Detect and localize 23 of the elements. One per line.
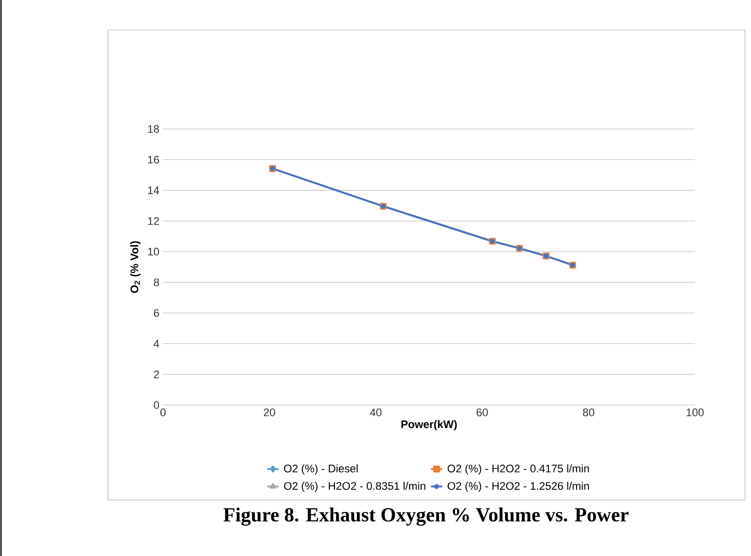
x-tick-label: 80 xyxy=(582,408,594,416)
legend-label: O2 (%) - H2O2 - 0.4175 l/min xyxy=(448,464,589,475)
x-tick-label: 40 xyxy=(370,408,382,416)
legend-label: O2 (%) - Diesel xyxy=(284,464,358,475)
y-tick-label: 18 xyxy=(148,125,159,133)
y-tick-label: 12 xyxy=(148,217,159,225)
legend-label: O2 (%) - H2O2 - 1.2526 l/min xyxy=(448,482,589,492)
y-axis-title: O$_{2}$ (% Vol) xyxy=(130,241,140,293)
y-tick-label: 8 xyxy=(154,278,160,286)
x-tick-label: 0 xyxy=(160,408,166,416)
x-tick-label: 100 xyxy=(686,408,704,416)
y-tick-label: 6 xyxy=(154,309,160,317)
x-tick-label: 60 xyxy=(476,408,488,416)
x-tick-label: 20 xyxy=(264,408,276,416)
y-tick-label: 4 xyxy=(154,340,160,348)
y-tick-label: 0 xyxy=(154,401,160,409)
y-tick-label: 2 xyxy=(154,370,159,378)
y-tick-label: 16 xyxy=(148,156,159,164)
y-tick-label: 14 xyxy=(148,186,160,194)
y-tick-label: 10 xyxy=(148,248,160,256)
x-axis-title: Power(kW) xyxy=(401,420,457,430)
legend-label: O2 (%) - H2O2 - 0.8351 l/min xyxy=(284,482,426,492)
caption: Figure 8. Exhaust Oxygen % Volume vs. Power xyxy=(223,508,628,526)
